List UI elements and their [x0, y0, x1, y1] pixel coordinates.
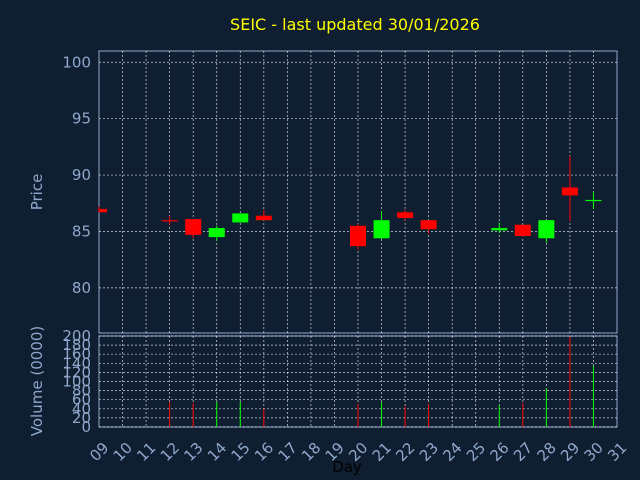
volume-tick-label: 120	[62, 363, 91, 381]
candle	[373, 211, 390, 240]
price-tick-label: 80	[72, 279, 91, 297]
candle-body	[561, 187, 578, 196]
candle	[185, 219, 202, 239]
x-tick-label: 10	[110, 439, 136, 465]
candle-body	[350, 225, 366, 247]
price-tick-label: 90	[72, 166, 91, 184]
x-axis-label: Day	[332, 458, 362, 476]
candle	[538, 220, 555, 243]
x-tick-label: 30	[581, 439, 607, 465]
x-tick-label: 24	[439, 439, 465, 465]
x-tick-label: 25	[463, 439, 489, 465]
candle	[585, 192, 602, 209]
x-tick-label: 31	[604, 439, 630, 465]
candle-body	[161, 220, 178, 222]
x-tick-label: 16	[251, 439, 277, 465]
candle-body	[255, 215, 272, 221]
volume-tick-label: 20	[72, 409, 91, 427]
candle	[561, 155, 578, 222]
chart-title: SEIC - last updated 30/01/2026	[230, 15, 480, 34]
volume-tick-label: 0	[81, 418, 91, 436]
x-tick-label: 09	[86, 439, 112, 465]
x-tick-label: 17	[275, 439, 301, 465]
candle	[420, 220, 437, 234]
volume-tick-label: 60	[72, 391, 91, 409]
x-tick-label: 23	[416, 439, 442, 465]
volume-tick-label: 40	[72, 400, 91, 418]
candle-body	[99, 208, 107, 213]
price-tick-label: 100	[62, 53, 91, 71]
candle	[232, 213, 249, 223]
price-tick-label: 85	[72, 222, 91, 240]
x-tick-label: 11	[133, 439, 159, 465]
candle	[161, 215, 178, 225]
candle	[98, 206, 107, 213]
volume-tick-label: 160	[62, 345, 91, 363]
x-tick-label: 22	[392, 439, 418, 465]
x-tick-label: 21	[369, 439, 395, 465]
volume-panel: 0910111213141516171819202122232425262728…	[62, 327, 630, 465]
candle-body	[208, 228, 225, 238]
x-tick-label: 12	[157, 439, 183, 465]
x-tick-label: 14	[204, 439, 230, 465]
candle-body	[185, 219, 202, 235]
candle	[514, 224, 531, 238]
candle	[350, 223, 366, 250]
x-tick-label: 18	[298, 439, 324, 465]
volume-tick-label: 200	[62, 327, 91, 345]
volume-tick-label: 140	[62, 354, 91, 372]
candle	[255, 210, 272, 221]
candle	[491, 222, 508, 233]
candle-body	[514, 224, 531, 236]
candle-body	[232, 213, 249, 223]
candle-body	[420, 220, 437, 230]
x-tick-label: 26	[486, 439, 512, 465]
x-tick-label: 13	[180, 439, 206, 465]
candle-body	[373, 220, 390, 239]
x-tick-label: 28	[534, 439, 560, 465]
candle-body	[491, 228, 508, 231]
volume-tick-label: 80	[72, 382, 91, 400]
volume-tick-label: 180	[62, 336, 91, 354]
x-tick-label: 15	[227, 439, 253, 465]
candle-body	[397, 212, 414, 218]
price-tick-label: 95	[72, 110, 91, 128]
volume-tick-label: 100	[62, 373, 91, 391]
price-panel: 80 85 90 95 100	[62, 50, 618, 334]
volume-axis-label: Volume (0000)	[28, 326, 46, 436]
candle-body	[585, 199, 602, 202]
candle	[397, 210, 414, 221]
x-tick-label: 29	[557, 439, 583, 465]
candle-body	[538, 220, 555, 239]
price-axis-label: Price	[28, 174, 46, 211]
x-tick-label: 27	[510, 439, 536, 465]
candle	[208, 225, 225, 241]
